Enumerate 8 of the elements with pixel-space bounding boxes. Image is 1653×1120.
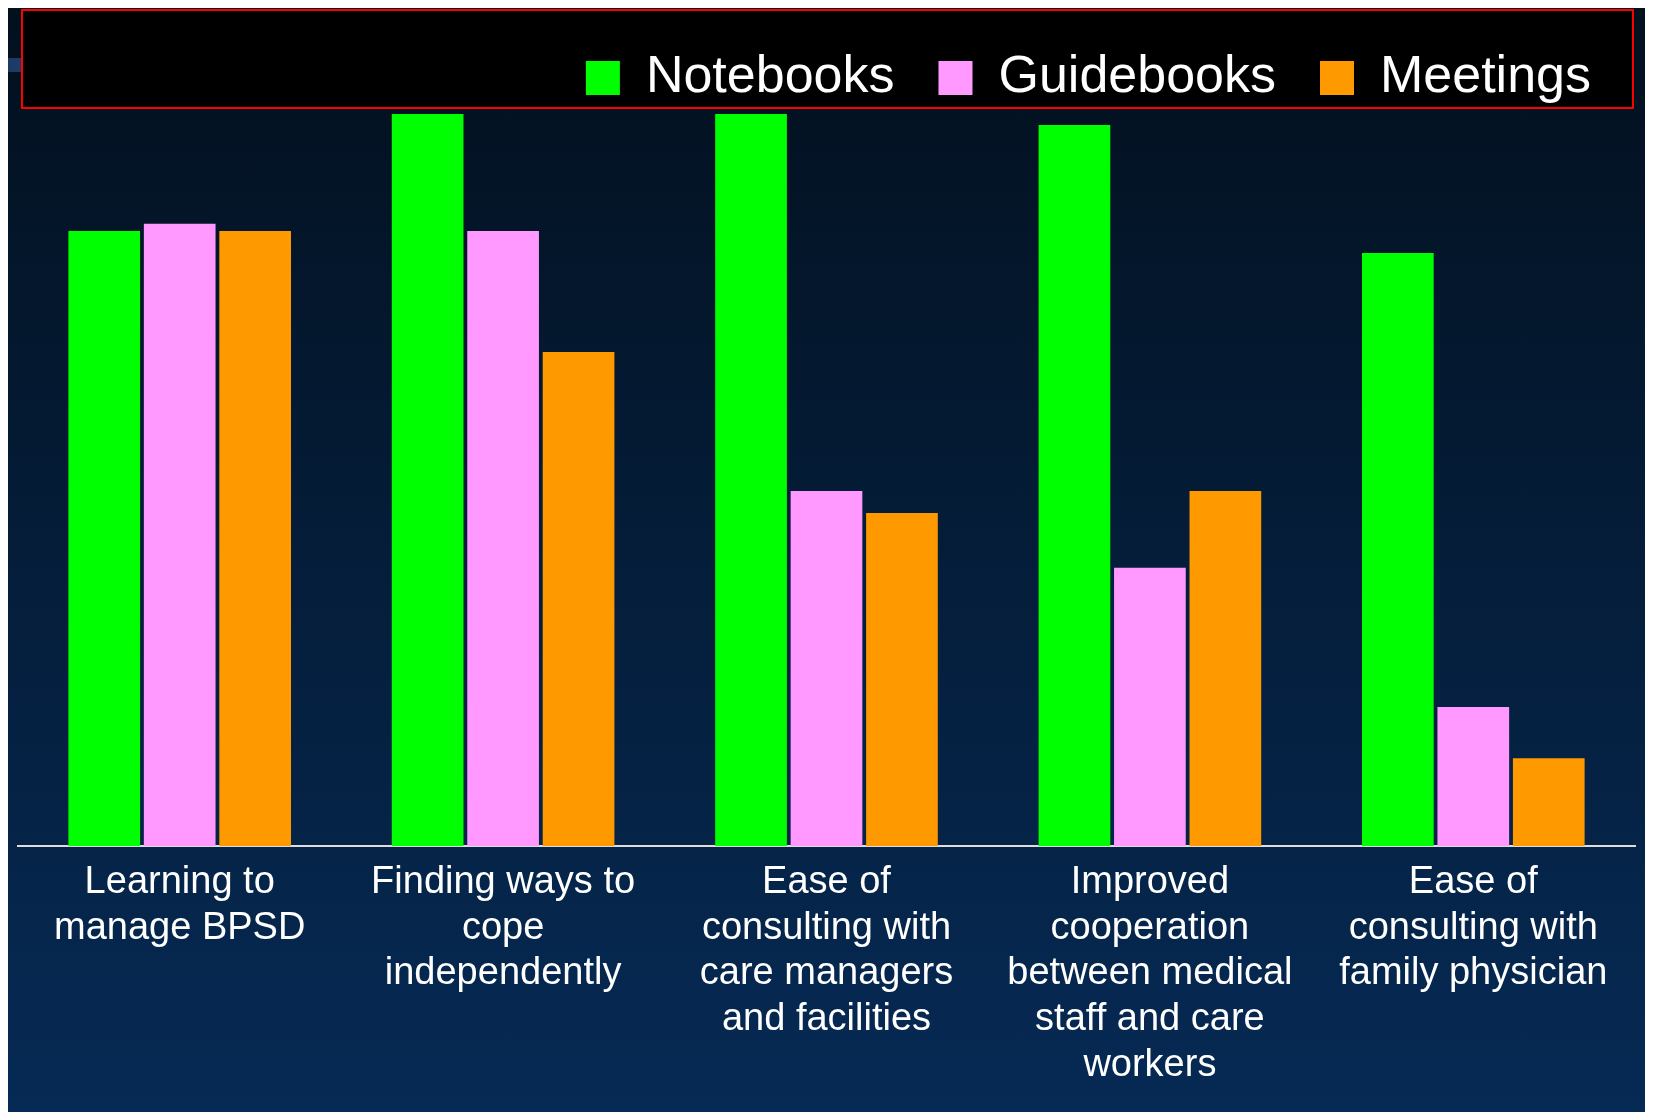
x-tick-label: Ease of consulting with family physician [1339,859,1608,993]
x-tick-label: Finding ways to cope independently [371,859,636,993]
x-tick-label: Learning to manage BPSD [54,859,306,947]
x-tick-label: Ease of consulting with care managers and facilities [699,859,954,1039]
x-tick-label: Improved cooperation between medical staff and care workers [1007,859,1293,1084]
legend-label: Notebooks [645,45,895,104]
legend-label: Guidebooks [998,45,1277,104]
legend-label: Meetings [1380,45,1591,104]
